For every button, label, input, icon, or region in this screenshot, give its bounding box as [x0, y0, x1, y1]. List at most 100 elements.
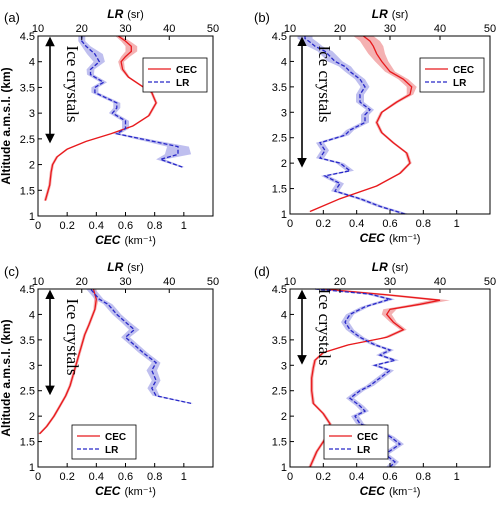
panel-3: (c) 0 0.2 0.4 0.6 0.8 1 10 20 30 40 50 1 1.5 2 2.5 3 3.5 4…	[0, 260, 219, 498]
y-tick-label: 2.5	[20, 134, 35, 146]
ice-crystals-annotation: Ice crystals	[315, 289, 334, 366]
x-tick-label-top: 40	[434, 276, 446, 288]
x-tick-label-top: 20	[334, 276, 346, 288]
y-tick-label: 4.5	[20, 284, 35, 296]
y-tick-label: 3.5	[272, 82, 287, 94]
panel-label: (c)	[4, 264, 19, 279]
y-tick-label: 3	[281, 360, 287, 372]
y-tick-label: 3	[281, 107, 287, 119]
y-tick-label: 4	[281, 56, 287, 68]
series-line-lr	[81, 36, 183, 168]
legend-label: LR	[453, 78, 467, 89]
series-line-lr	[304, 36, 406, 215]
x-tick-label-top: 30	[119, 23, 131, 35]
y-tick-label: 1.5	[20, 185, 35, 197]
x-tick-label-top: 50	[207, 276, 219, 288]
y-tick-label: 1	[281, 209, 287, 221]
x-tick-label-bottom: 1	[181, 220, 187, 232]
y-tick-label: 2	[29, 160, 35, 172]
x-axis-label-top: LR (sr)	[372, 7, 409, 21]
series-line-cec	[39, 288, 97, 435]
y-tick-label: 1.5	[20, 437, 35, 449]
legend-box	[323, 424, 389, 460]
x-tick-label-top: 10	[32, 276, 44, 288]
x-tick-label-bottom: 1	[181, 471, 187, 483]
y-tick-label: 2.5	[272, 386, 287, 398]
ice-crystals-annotation: Ice crystals	[315, 46, 334, 123]
x-tick-label-top: 50	[207, 23, 219, 35]
y-tick-label: 1	[29, 462, 35, 474]
x-tick-label-bottom: 0.8	[147, 471, 162, 483]
band-lr	[297, 36, 409, 214]
legend: CEC LR	[71, 424, 137, 460]
x-tick-label-top: 40	[434, 23, 446, 35]
legend-label: CEC	[105, 432, 126, 443]
y-tick-label: 1	[29, 211, 35, 223]
x-tick-label-bottom: 0.2	[60, 220, 75, 232]
legend: CEC LR	[419, 57, 485, 93]
x-tick-label-top: 30	[384, 23, 396, 35]
x-tick-label-bottom: 0.4	[89, 220, 104, 232]
y-tick-label: 4.5	[272, 31, 287, 43]
x-tick-label-top: 10	[284, 276, 296, 288]
y-tick-label: 3.5	[272, 335, 287, 347]
band-lr	[86, 289, 194, 404]
legend-label: CEC	[357, 432, 378, 443]
x-tick-label-top: 10	[32, 23, 44, 35]
x-tick-label-bottom: 0	[287, 471, 293, 483]
x-tick-label-top: 20	[334, 23, 346, 35]
x-tick-label-bottom: 0.6	[118, 471, 133, 483]
x-tick-label-bottom: 0	[35, 220, 41, 232]
y-tick-label: 4	[281, 309, 287, 321]
y-tick-label: 2	[281, 158, 287, 170]
legend-label: CEC	[453, 65, 474, 76]
band-lr	[310, 289, 404, 467]
panel-label: (d)	[254, 264, 270, 279]
x-tick-label-top: 50	[484, 276, 496, 288]
series-line-cec	[309, 35, 413, 213]
y-tick-label: 1.5	[272, 437, 287, 449]
panel-4: (d) 0 0.2 0.4 0.6 0.8 1 10 20 30 40 50 1 1.5 2 2.5 3 3.5 4…	[254, 260, 496, 498]
legend-label: CEC	[176, 65, 197, 76]
x-axis-label-top: LR (sr)	[107, 260, 144, 274]
y-tick-label: 1	[281, 462, 287, 474]
x-axis-label-top: LR (sr)	[372, 260, 409, 274]
y-tick-label: 2.5	[20, 386, 35, 398]
x-tick-label-top: 30	[384, 276, 396, 288]
x-tick-label-top: 50	[484, 23, 496, 35]
series-line-lr	[90, 288, 192, 405]
ice-crystals-annotation: Ice crystals	[63, 299, 82, 376]
legend-label: LR	[357, 445, 371, 456]
y-tick-label: 2	[29, 411, 35, 423]
legend-label: LR	[176, 78, 190, 89]
series-line-cec	[44, 35, 157, 201]
x-tick-label-bottom: 0.6	[118, 220, 133, 232]
legend-label: LR	[105, 445, 119, 456]
x-axis-label-bottom: CEC (km⁻¹)	[95, 484, 156, 498]
ice-crystals-annotation: Ice crystals	[63, 46, 82, 123]
x-tick-label-bottom: 1	[454, 471, 460, 483]
band-lr	[78, 36, 192, 168]
x-axis-label-top: LR (sr)	[107, 7, 144, 21]
series-line-lr	[314, 288, 402, 468]
legend: CEC LR	[142, 57, 208, 93]
x-tick-label-top: 40	[163, 276, 175, 288]
x-tick-label-top: 10	[284, 23, 296, 35]
x-tick-label-bottom: 0.4	[89, 471, 104, 483]
y-tick-label: 4.5	[272, 284, 287, 296]
x-axis-label-bottom: CEC (km⁻¹)	[360, 484, 421, 498]
legend: CEC LR	[323, 424, 389, 460]
x-tick-label-top: 30	[119, 276, 131, 288]
panel-2: (b) 0 0.2 0.4 0.6 0.8 1 10 20 30 40 50 1 1.5 2 2.5 3 3.5 4…	[254, 7, 496, 245]
x-tick-label-bottom: 0.8	[147, 220, 162, 232]
x-tick-label-bottom: 0.4	[349, 471, 364, 483]
series-line-cec	[309, 288, 441, 468]
y-tick-label: 3.5	[20, 335, 35, 347]
x-tick-label-bottom: 0.4	[349, 218, 364, 230]
y-axis-label: Altitude a.m.s.l. (km)	[0, 67, 13, 184]
x-tick-label-bottom: 0.2	[316, 471, 331, 483]
y-tick-label: 3	[29, 360, 35, 372]
x-tick-label-bottom: 1	[454, 218, 460, 230]
x-tick-label-bottom: 0.8	[416, 471, 431, 483]
